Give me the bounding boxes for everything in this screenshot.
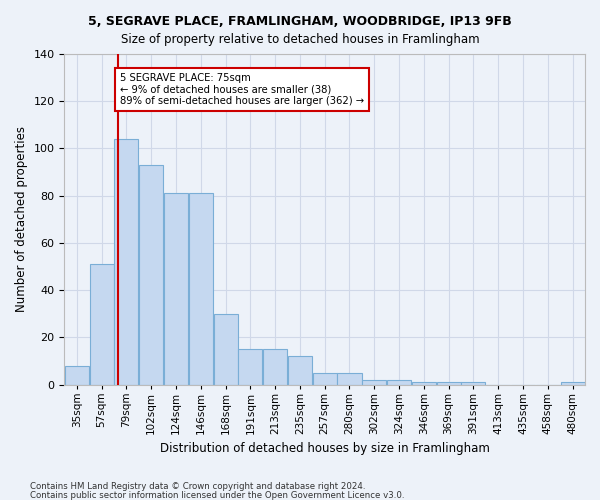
Bar [139,165,163,384]
Bar [288,356,312,384]
Bar [362,380,386,384]
Bar [214,314,238,384]
Bar [115,139,139,384]
Bar [238,349,262,384]
Bar [437,382,461,384]
Bar [337,373,362,384]
Text: 5 SEGRAVE PLACE: 75sqm
← 9% of detached houses are smaller (38)
89% of semi-deta: 5 SEGRAVE PLACE: 75sqm ← 9% of detached … [119,73,364,106]
Text: Size of property relative to detached houses in Framlingham: Size of property relative to detached ho… [121,32,479,46]
Bar [65,366,89,384]
Bar [461,382,485,384]
Text: Contains public sector information licensed under the Open Government Licence v3: Contains public sector information licen… [30,490,404,500]
Y-axis label: Number of detached properties: Number of detached properties [15,126,28,312]
Bar [263,349,287,384]
Text: 5, SEGRAVE PLACE, FRAMLINGHAM, WOODBRIDGE, IP13 9FB: 5, SEGRAVE PLACE, FRAMLINGHAM, WOODBRIDG… [88,15,512,28]
X-axis label: Distribution of detached houses by size in Framlingham: Distribution of detached houses by size … [160,442,490,455]
Bar [560,382,584,384]
Bar [313,373,337,384]
Bar [89,264,113,384]
Bar [412,382,436,384]
Text: Contains HM Land Registry data © Crown copyright and database right 2024.: Contains HM Land Registry data © Crown c… [30,482,365,491]
Bar [387,380,411,384]
Bar [189,194,213,384]
Bar [164,194,188,384]
